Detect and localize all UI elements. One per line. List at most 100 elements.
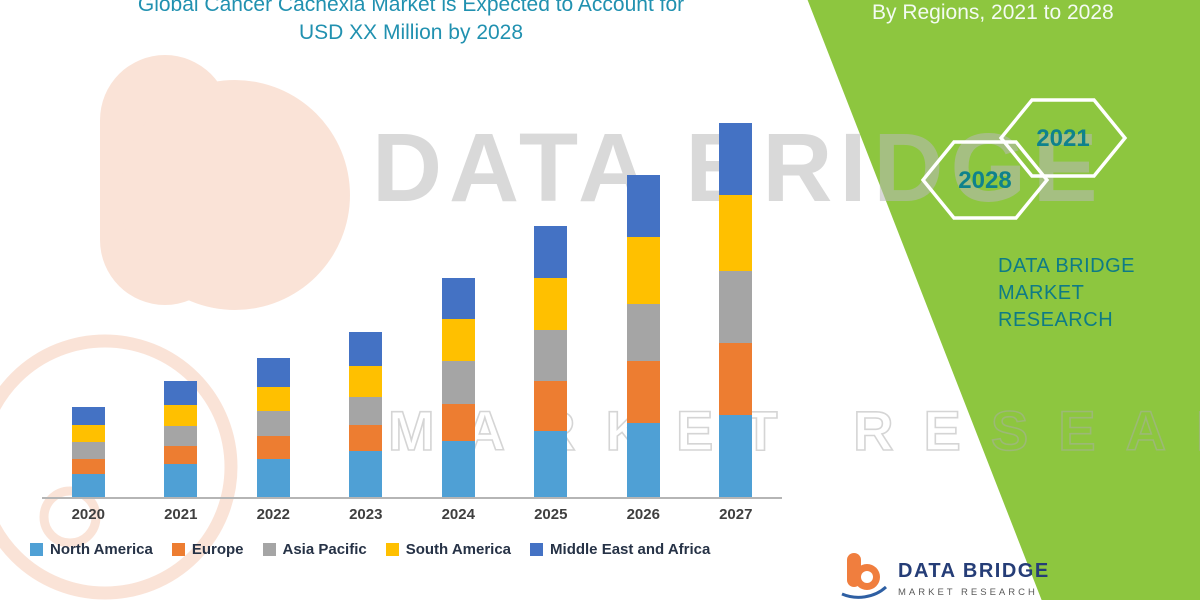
segment-north-america-2020 <box>71 474 105 497</box>
segment-middle-east-and-africa-2021 <box>164 381 198 405</box>
segment-north-america-2025 <box>534 430 568 497</box>
data-bridge-logo-icon <box>841 553 888 599</box>
hexagon-2021-label: 2021 <box>1036 125 1089 152</box>
segment-north-america-2023 <box>349 450 383 497</box>
legend-label-europe: Europe <box>191 541 244 558</box>
bar-stack-2025 <box>534 226 568 497</box>
bars-row <box>42 120 782 499</box>
bar-column-2023 <box>320 331 413 497</box>
segment-south-america-2021 <box>164 404 198 426</box>
hexagon-2028-label: 2028 <box>958 167 1011 194</box>
x-axis-label-2026: 2026 <box>626 506 660 523</box>
x-axis-label-2021: 2021 <box>164 506 198 523</box>
page-title: Global Cancer Cachexia Market is Expecte… <box>58 0 764 47</box>
legend-label-middle-east-and-africa: Middle East and Africa <box>550 541 711 558</box>
segment-south-america-2025 <box>534 277 568 330</box>
legend: North America Europe Asia Pacific South Ame… <box>30 541 710 558</box>
segment-asia-pacific-2027 <box>719 270 753 344</box>
watermark-outline-text: MARKET RESEARCH <box>387 398 1200 463</box>
segment-middle-east-and-africa-2023 <box>349 331 383 366</box>
segment-middle-east-and-africa-2024 <box>441 278 475 320</box>
legend-swatch-middle-east-and-africa <box>530 543 544 556</box>
segment-asia-pacific-2020 <box>71 442 105 459</box>
bar-column-2024 <box>412 278 505 497</box>
segment-south-america-2027 <box>719 195 753 271</box>
x-axis-label-2024: 2024 <box>441 506 475 523</box>
x-axis-label-2025: 2025 <box>534 506 568 523</box>
segment-middle-east-and-africa-2022 <box>256 357 290 387</box>
legend-swatch-asia-pacific <box>262 543 276 556</box>
page-title-line1: Global Cancer Cachexia Market is Expecte… <box>137 0 685 16</box>
footer-brand-subtitle: MARKET RESEARCH <box>898 587 1038 598</box>
bar-column-2021 <box>135 381 228 497</box>
legend-swatch-south-america <box>385 543 399 556</box>
segment-north-america-2024 <box>441 441 475 497</box>
x-axis-label-2027: 2027 <box>719 506 753 523</box>
page-title-line2: USD XX Million by 2028 <box>298 21 524 44</box>
legend-item-south-america: South America <box>385 541 512 558</box>
year-hexagons: 2021 2028 <box>920 98 1128 220</box>
bar-stack-2026 <box>626 174 660 497</box>
bar-stack-2021 <box>164 381 198 497</box>
legend-item-europe: Europe <box>171 541 244 558</box>
segment-asia-pacific-2025 <box>534 329 568 382</box>
segment-north-america-2022 <box>256 458 290 497</box>
bar-column-2026 <box>597 174 690 497</box>
segment-asia-pacific-2026 <box>626 303 660 361</box>
footer-brand-text: DATA BRIDGE MARKET RESEARCH <box>898 550 1050 598</box>
segment-south-america-2020 <box>71 424 105 443</box>
x-axis-label-2023: 2023 <box>349 506 383 523</box>
panel-subtitle: By Regions, 2021 to 2028 <box>872 1 1114 24</box>
segment-europe-2027 <box>719 343 753 416</box>
bar-stack-2024 <box>441 278 475 497</box>
footer-logo: DATA BRIDGE MARKET RESEARCH <box>838 550 1050 600</box>
segment-north-america-2027 <box>719 415 753 497</box>
hexagon-2021: 2021 <box>998 98 1128 178</box>
bar-stack-2022 <box>256 357 290 497</box>
legend-item-north-america: North America <box>30 541 153 558</box>
segment-europe-2021 <box>164 446 198 464</box>
footer-brand-name: DATA BRIDGE <box>898 560 1050 582</box>
segment-asia-pacific-2023 <box>349 396 383 425</box>
segment-europe-2022 <box>256 436 290 459</box>
bar-stack-2020 <box>71 407 105 497</box>
segment-middle-east-and-africa-2025 <box>534 226 568 278</box>
x-axis-label-2020: 2020 <box>71 506 105 523</box>
segment-middle-east-and-africa-2026 <box>626 174 660 237</box>
segment-europe-2025 <box>534 381 568 431</box>
segment-north-america-2026 <box>626 422 660 497</box>
legend-item-middle-east-and-africa: Middle East and Africa <box>530 541 710 558</box>
x-axis-label-2022: 2022 <box>256 506 290 523</box>
legend-label-south-america: South America <box>405 541 512 558</box>
bar-column-2020 <box>42 407 135 497</box>
segment-middle-east-and-africa-2020 <box>71 407 105 425</box>
bar-column-2025 <box>505 226 598 497</box>
segment-middle-east-and-africa-2027 <box>719 123 753 196</box>
bar-column-2022 <box>227 357 320 497</box>
panel-brand-line2: RESEARCH <box>998 309 1114 331</box>
x-axis-labels: 2020 2021 2022 2023 2024 2025 2026 2027 <box>42 499 782 523</box>
segment-europe-2026 <box>626 360 660 423</box>
segment-south-america-2023 <box>349 365 383 397</box>
segment-europe-2024 <box>441 404 475 442</box>
segment-south-america-2022 <box>256 386 290 412</box>
segment-asia-pacific-2024 <box>441 360 475 405</box>
legend-swatch-europe <box>171 543 185 556</box>
bar-column-2027 <box>690 123 783 497</box>
legend-label-north-america: North America <box>50 541 153 558</box>
segment-north-america-2021 <box>164 463 198 497</box>
segment-south-america-2024 <box>441 319 475 361</box>
segment-asia-pacific-2021 <box>164 425 198 447</box>
legend-label-asia-pacific: Asia Pacific <box>282 541 367 558</box>
segment-europe-2020 <box>71 458 105 475</box>
panel-brand-text: DATA BRIDGE MARKET RESEARCH <box>998 253 1200 334</box>
segment-asia-pacific-2022 <box>256 411 290 437</box>
stacked-bar-chart: 2020 2021 2022 2023 2024 2025 2026 2027 <box>42 120 782 523</box>
segment-south-america-2026 <box>626 236 660 304</box>
bar-stack-2027 <box>719 123 753 497</box>
hexagon-2028: 2028 <box>920 140 1050 220</box>
legend-item-asia-pacific: Asia Pacific <box>262 541 367 558</box>
legend-swatch-north-america <box>30 543 43 556</box>
data-bridge-logo-watermark-icon <box>0 55 350 600</box>
